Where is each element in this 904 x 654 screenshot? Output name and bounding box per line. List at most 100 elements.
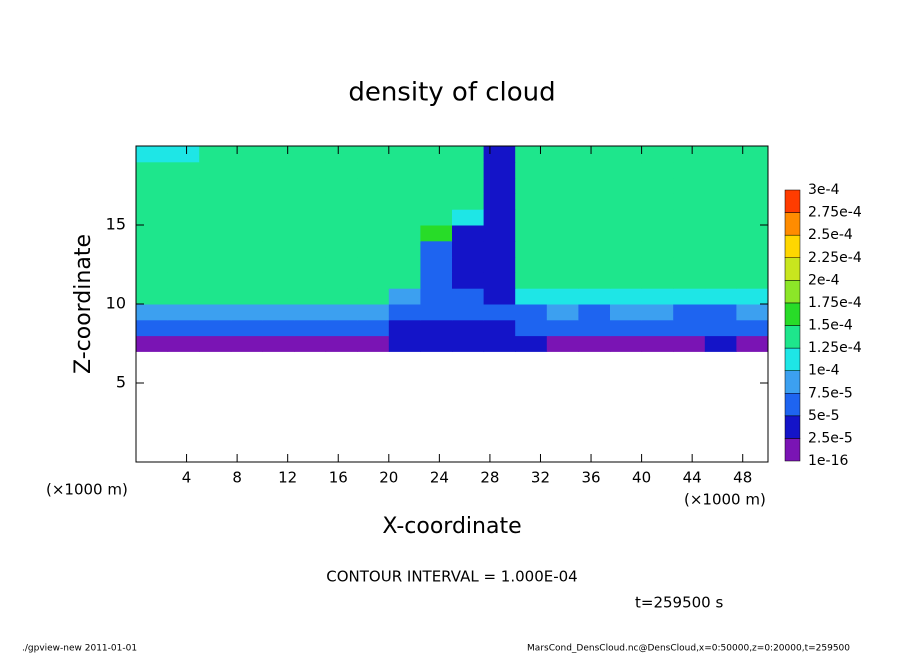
cell — [325, 319, 358, 337]
cell — [388, 304, 421, 321]
cell — [294, 209, 327, 226]
cell — [704, 304, 737, 321]
cell — [673, 177, 706, 194]
cell — [420, 288, 453, 305]
cell — [736, 146, 769, 163]
cell — [262, 304, 295, 321]
cell — [736, 319, 769, 337]
cell — [483, 335, 516, 352]
cell — [610, 256, 643, 273]
cell — [357, 209, 390, 226]
y-tick-label: 15 — [106, 215, 126, 234]
cell — [483, 288, 516, 305]
cell — [736, 209, 769, 226]
cell — [610, 209, 643, 226]
cell — [294, 161, 327, 179]
cell — [515, 161, 548, 179]
cell — [388, 256, 421, 273]
cell — [704, 240, 737, 258]
cell — [610, 177, 643, 194]
cell — [294, 272, 327, 289]
cell — [199, 193, 232, 210]
cell — [262, 146, 295, 163]
cell — [452, 335, 485, 352]
cell — [357, 146, 390, 163]
cell — [420, 225, 453, 242]
x-tick-label: 16 — [329, 469, 348, 487]
x-unit: (×1000 m) — [684, 491, 766, 509]
cell — [704, 335, 737, 352]
cell — [199, 288, 232, 305]
x-tick-label: 40 — [632, 469, 651, 487]
cell — [641, 256, 674, 273]
cell — [641, 304, 674, 321]
x-axis-label: X-coordinate — [382, 514, 521, 539]
cell — [578, 240, 611, 258]
cell — [262, 256, 295, 273]
cell — [673, 335, 706, 352]
cell — [610, 225, 643, 242]
cell — [673, 304, 706, 321]
cell — [294, 146, 327, 163]
cell — [325, 272, 358, 289]
cell — [610, 335, 643, 352]
cell — [515, 225, 548, 242]
cell — [673, 288, 706, 305]
cell — [546, 256, 579, 273]
cell — [452, 161, 485, 179]
cell — [325, 209, 358, 226]
cell — [515, 193, 548, 210]
cell — [546, 319, 579, 337]
cell — [452, 193, 485, 210]
cell — [673, 161, 706, 179]
cell — [704, 225, 737, 242]
cell — [294, 240, 327, 258]
cell — [736, 256, 769, 273]
cell — [515, 209, 548, 226]
cell — [515, 177, 548, 194]
cell — [136, 193, 169, 210]
cell — [515, 146, 548, 163]
cell — [515, 272, 548, 289]
cell — [167, 256, 200, 273]
cell — [610, 304, 643, 321]
cell — [262, 193, 295, 210]
y-axis-label: Z-coordinate — [71, 234, 96, 374]
cell — [388, 209, 421, 226]
cell — [420, 304, 453, 321]
cell — [452, 288, 485, 305]
cell — [136, 146, 169, 163]
x-tick-label: 12 — [278, 469, 297, 487]
cell — [294, 193, 327, 210]
cell — [578, 335, 611, 352]
cell — [325, 177, 358, 194]
cell — [357, 177, 390, 194]
cell — [357, 288, 390, 305]
cell — [167, 240, 200, 258]
cell — [325, 225, 358, 242]
cell — [420, 272, 453, 289]
cell — [546, 335, 579, 352]
colorbar-box — [784, 393, 801, 417]
cell — [136, 304, 169, 321]
x-tick-label: 28 — [480, 469, 499, 487]
cell — [578, 161, 611, 179]
cell — [578, 272, 611, 289]
cell — [388, 272, 421, 289]
cell — [357, 319, 390, 337]
cell — [546, 240, 579, 258]
cell — [736, 272, 769, 289]
cell — [262, 272, 295, 289]
cell — [452, 146, 485, 163]
cell — [578, 304, 611, 321]
cell — [704, 319, 737, 337]
colorbar-box — [784, 234, 801, 259]
cell — [578, 256, 611, 273]
cell — [294, 256, 327, 273]
colorbar-label: 3e-4 — [808, 182, 840, 198]
cell — [515, 319, 548, 337]
cell — [388, 225, 421, 242]
cell — [483, 256, 516, 273]
cell — [388, 177, 421, 194]
cell — [230, 288, 263, 305]
